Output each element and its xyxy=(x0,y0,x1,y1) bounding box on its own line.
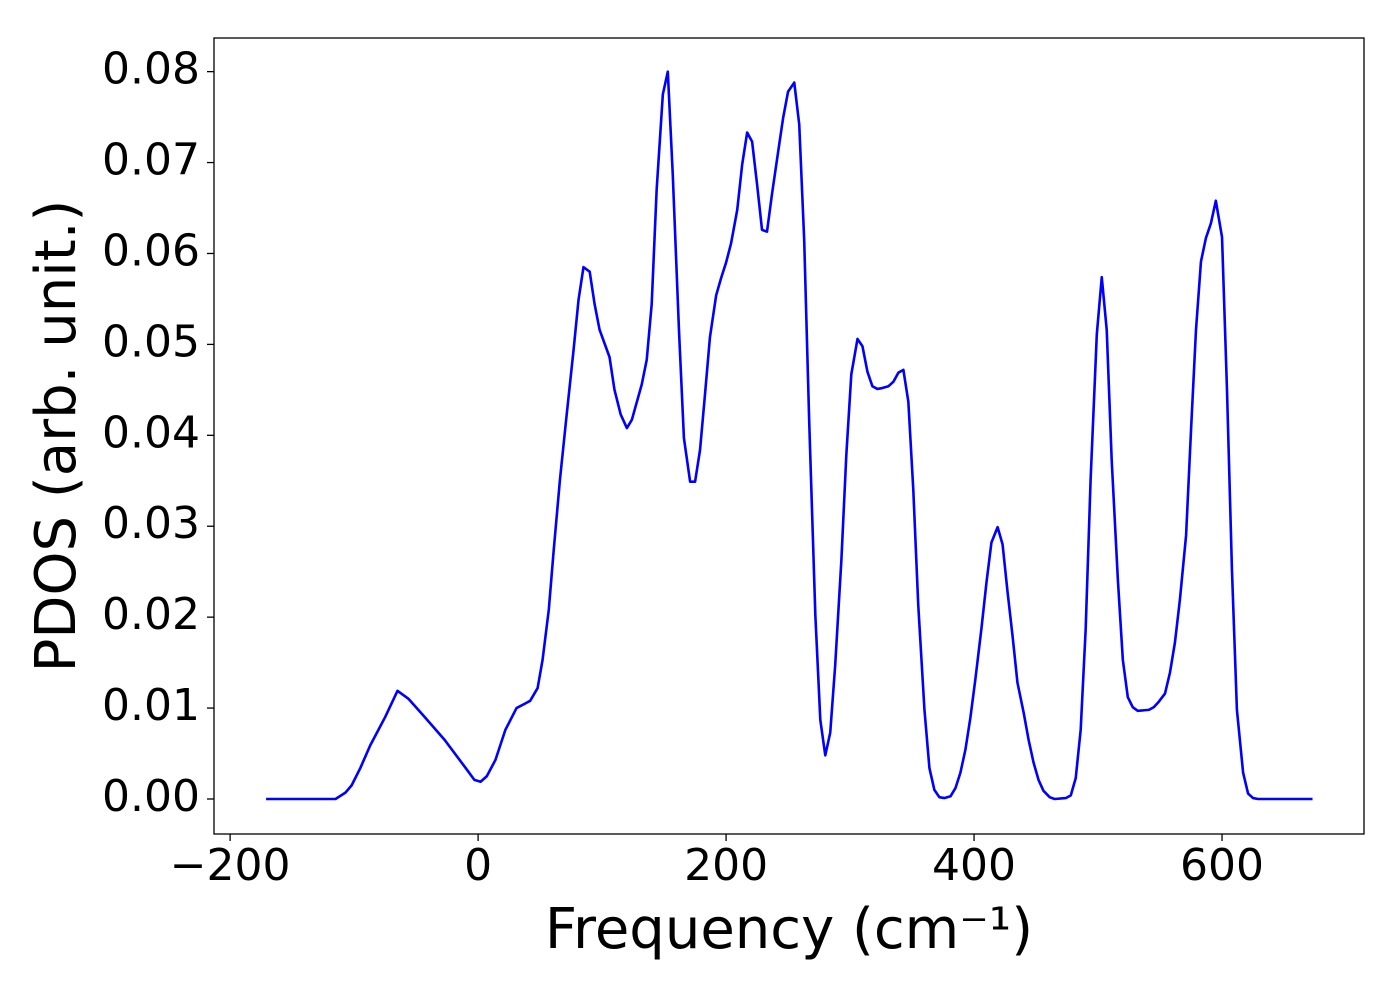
data-line xyxy=(266,70,1313,801)
y-tick-label: 0.00 xyxy=(102,771,200,822)
x-axis-label: Frequency (cm⁻¹) xyxy=(545,897,1033,962)
y-tick-label: 0.04 xyxy=(102,407,200,458)
y-axis-label: PDOS (arb. unit.) xyxy=(24,200,89,673)
plot-frame xyxy=(213,37,1365,835)
y-tick-label: 0.02 xyxy=(102,589,200,640)
y-tick-label: 0.01 xyxy=(102,680,200,731)
y-tick-label: 0.08 xyxy=(102,44,200,95)
y-tick-label: 0.03 xyxy=(102,498,200,549)
y-tick-label: 0.05 xyxy=(102,316,200,367)
x-tick-label: 200 xyxy=(684,840,768,891)
x-tick-label: −200 xyxy=(170,840,291,891)
y-tick-label: 0.06 xyxy=(102,225,200,276)
x-tick-label: 0 xyxy=(464,840,492,891)
y-tick-label: 0.07 xyxy=(102,135,200,186)
x-tick-label: 400 xyxy=(932,840,1016,891)
x-tick-label: 600 xyxy=(1180,840,1264,891)
